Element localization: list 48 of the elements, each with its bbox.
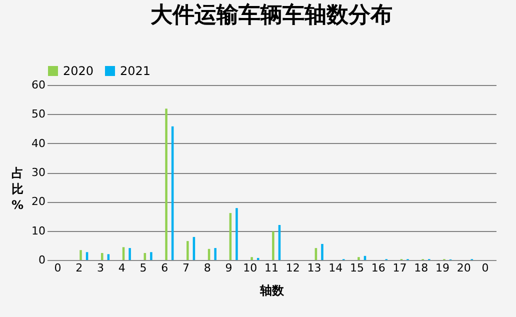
bar: [86, 252, 88, 260]
x-tick-label: 20: [456, 262, 471, 274]
legend-label: 2020: [63, 64, 94, 78]
x-tick-label: 7: [182, 262, 190, 274]
bar: [107, 254, 110, 260]
x-tick-label: 0: [482, 262, 489, 274]
x-tick-label: 2: [76, 262, 83, 274]
legend-label: 2021: [120, 64, 151, 78]
bar: [250, 257, 253, 260]
y-tick-label: 10: [32, 224, 46, 238]
y-tick-label: 20: [32, 195, 46, 208]
bar: [214, 248, 216, 260]
x-tick-label: 6: [161, 262, 168, 274]
x-tick-label: 16: [371, 262, 386, 274]
y-tick-label: 60: [32, 78, 46, 92]
x-tick-label: 9: [225, 262, 232, 274]
bar: [358, 257, 360, 260]
chart-title: 大件运输车辆车轴数分布: [150, 2, 392, 28]
bar: [186, 241, 189, 260]
bar: [122, 247, 125, 260]
y-tick-label: 30: [32, 166, 46, 179]
y-tick-label: 50: [32, 108, 46, 121]
y-tick-label: 40: [32, 136, 46, 150]
x-tick-label: 4: [118, 262, 126, 274]
x-tick-label: 5: [140, 262, 147, 274]
bar: [128, 248, 131, 260]
x-tick-label: 8: [204, 262, 211, 274]
bar: [165, 108, 168, 260]
x-tick-label: 0: [54, 262, 62, 274]
x-axis-title: 轴数: [259, 284, 285, 298]
bar: [101, 253, 104, 260]
x-tick-label: 17: [392, 262, 407, 274]
bar: [80, 250, 82, 260]
x-tick-label: 11: [264, 262, 278, 274]
x-tick-label: 13: [307, 262, 322, 274]
x-tick-label: 3: [96, 262, 104, 274]
bar: [150, 252, 152, 260]
x-tick-label: 10: [243, 262, 258, 274]
y-axis-title: 占比%: [11, 166, 24, 212]
x-tick-label: 14: [328, 262, 343, 274]
x-tick-label: 18: [414, 262, 428, 274]
bar: [236, 208, 238, 260]
x-tick-label: 15: [350, 262, 364, 274]
bar: [321, 244, 324, 260]
x-tick-label: 19: [436, 262, 450, 274]
bar: [272, 231, 274, 260]
y-tick-label: 0: [38, 254, 46, 266]
x-tick-label: 12: [286, 262, 300, 274]
